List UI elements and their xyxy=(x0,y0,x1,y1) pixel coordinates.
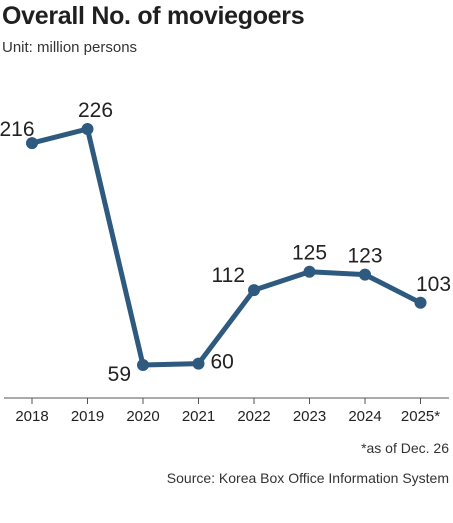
data-label: 125 xyxy=(292,242,327,265)
data-point xyxy=(26,137,38,150)
data-labels: 216 226 59 60 112 125 123 103 xyxy=(0,99,451,386)
data-label: 60 xyxy=(211,351,234,374)
x-axis-ticks xyxy=(31,398,421,404)
data-point xyxy=(192,357,205,370)
data-label: 216 xyxy=(0,118,35,141)
x-tick-label: 2024 xyxy=(348,408,381,425)
data-points xyxy=(26,123,427,371)
data-label: 103 xyxy=(416,273,451,296)
x-tick-label: 2023 xyxy=(293,408,326,425)
x-tick-label: 2021 xyxy=(182,408,215,425)
footnote: *as of Dec. 26 xyxy=(361,440,449,456)
data-point xyxy=(248,284,260,297)
data-point xyxy=(414,296,427,309)
data-label: 123 xyxy=(347,245,382,268)
data-point xyxy=(137,359,149,371)
x-tick-label: 2022 xyxy=(237,408,270,425)
data-label: 226 xyxy=(78,99,113,122)
x-axis-tick-labels: 2018 2019 2020 2021 2022 2023 2024 2025* xyxy=(15,408,440,425)
x-tick-label: 2020 xyxy=(126,408,159,425)
data-point xyxy=(81,123,94,135)
data-point xyxy=(303,265,316,278)
data-label: 112 xyxy=(212,264,245,287)
unit-label: Unit: million persons xyxy=(2,39,138,56)
x-tick-label: 2025* xyxy=(401,408,440,425)
series-line xyxy=(29,126,423,368)
source-note: Source: Korea Box Office Information Sys… xyxy=(166,470,449,486)
data-point xyxy=(359,268,371,281)
data-label: 59 xyxy=(108,363,131,386)
chart-title: Overall No. of moviegoers xyxy=(2,2,305,30)
x-tick-label: 2018 xyxy=(15,408,48,425)
x-tick-label: 2019 xyxy=(71,408,104,425)
